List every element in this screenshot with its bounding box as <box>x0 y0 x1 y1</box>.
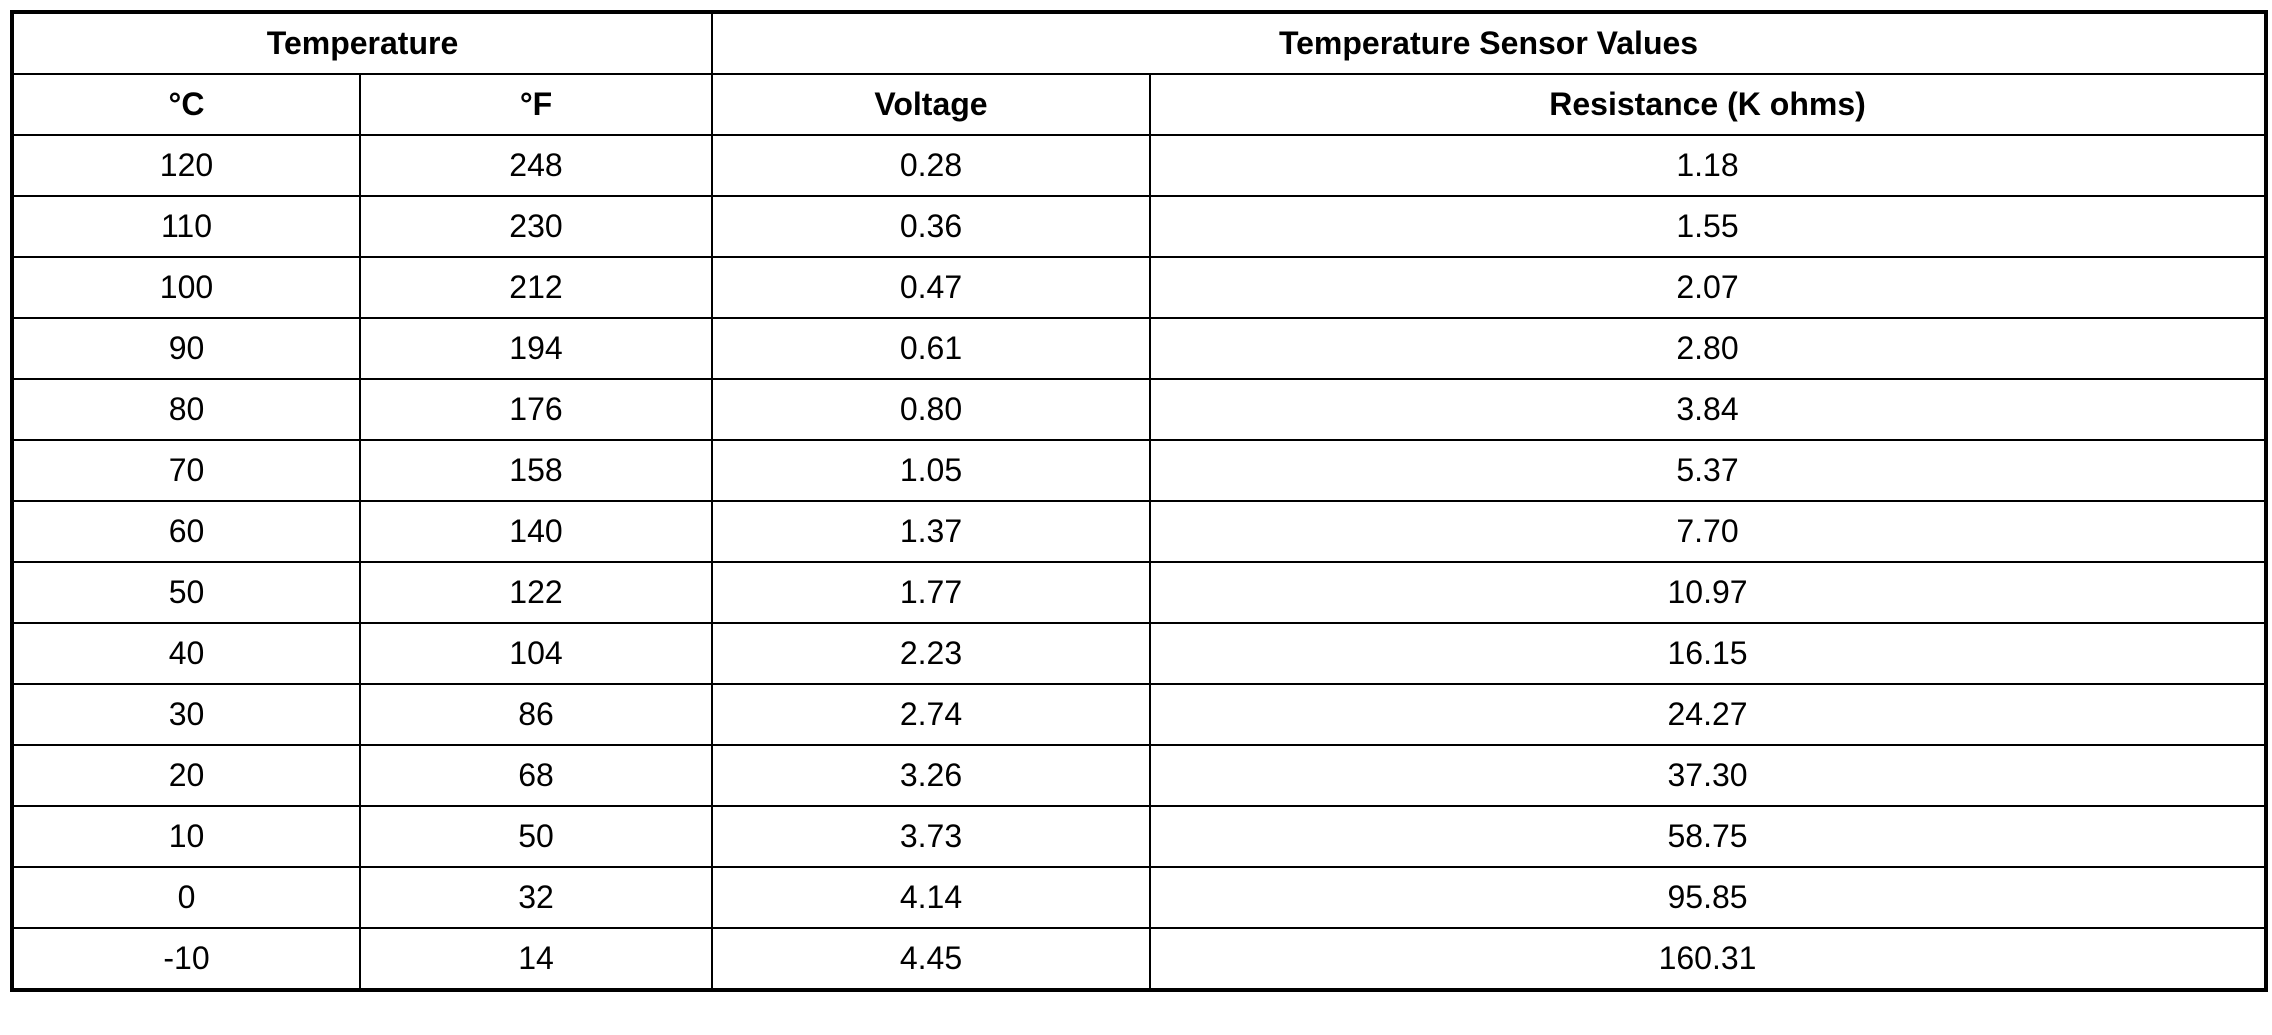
table-row: 110 230 0.36 1.55 <box>11 195 2268 258</box>
table-row: 50 122 1.77 10.97 <box>11 561 2268 624</box>
table-cell: 120 <box>11 134 361 197</box>
table-cell: 86 <box>359 683 713 746</box>
group-header: Temperature Sensor Values <box>710 11 2268 75</box>
table-cell: 160.31 <box>1148 927 2268 991</box>
table-row: 80 176 0.80 3.84 <box>11 378 2268 441</box>
table-cell: -10 <box>11 927 361 991</box>
table-row: 120 248 0.28 1.18 <box>11 134 2268 197</box>
sensor-table: Temperature Temperature Sensor Values °C… <box>10 10 2269 992</box>
table-cell: 10.97 <box>1148 561 2268 624</box>
table-cell: 0 <box>11 866 361 929</box>
table-row: 10 50 3.73 58.75 <box>11 805 2268 868</box>
table-cell: 10 <box>11 805 361 868</box>
table-cell: 95.85 <box>1148 866 2268 929</box>
group-header: Temperature <box>11 11 713 75</box>
table-cell: 80 <box>11 378 361 441</box>
table-cell: 50 <box>11 561 361 624</box>
table-cell: 0.36 <box>711 195 1151 258</box>
table-cell: 1.37 <box>711 500 1151 563</box>
table-cell: 30 <box>11 683 361 746</box>
column-header: Resistance (K ohms) <box>1148 73 2268 136</box>
table-cell: 1.77 <box>711 561 1151 624</box>
table-body: 120 248 0.28 1.18 110 230 0.36 1.55 100 212 0.47 2.… <box>11 134 2268 991</box>
table-row: 90 194 0.61 2.80 <box>11 317 2268 380</box>
table-cell: 0.80 <box>711 378 1151 441</box>
table-cell: 2.07 <box>1148 256 2268 319</box>
table-cell: 37.30 <box>1148 744 2268 807</box>
table-cell: 176 <box>359 378 713 441</box>
table-cell: 104 <box>359 622 713 685</box>
table-row: 70 158 1.05 5.37 <box>11 439 2268 502</box>
table-cell: 20 <box>11 744 361 807</box>
table-cell: 230 <box>359 195 713 258</box>
table-cell: 100 <box>11 256 361 319</box>
table-cell: 3.84 <box>1148 378 2268 441</box>
header-row: °C °F Voltage Resistance (K ohms) <box>11 73 2268 136</box>
table-cell: 110 <box>11 195 361 258</box>
table-cell: 40 <box>11 622 361 685</box>
table-head: Temperature Temperature Sensor Values °C… <box>11 11 2268 136</box>
table-cell: 0.28 <box>711 134 1151 197</box>
table-cell: 3.73 <box>711 805 1151 868</box>
table-row: 0 32 4.14 95.85 <box>11 866 2268 929</box>
table-cell: 5.37 <box>1148 439 2268 502</box>
table-cell: 0.47 <box>711 256 1151 319</box>
table-cell: 1.18 <box>1148 134 2268 197</box>
table-cell: 2.80 <box>1148 317 2268 380</box>
table-cell: 7.70 <box>1148 500 2268 563</box>
table-cell: 194 <box>359 317 713 380</box>
table-cell: 140 <box>359 500 713 563</box>
table-cell: 248 <box>359 134 713 197</box>
table-cell: 16.15 <box>1148 622 2268 685</box>
table-row: 60 140 1.37 7.70 <box>11 500 2268 563</box>
column-header: Voltage <box>711 73 1151 136</box>
table-cell: 122 <box>359 561 713 624</box>
table-row: 40 104 2.23 16.15 <box>11 622 2268 685</box>
table-cell: 60 <box>11 500 361 563</box>
table-cell: 2.74 <box>711 683 1151 746</box>
table-cell: 50 <box>359 805 713 868</box>
table-row: 30 86 2.74 24.27 <box>11 683 2268 746</box>
table-cell: 70 <box>11 439 361 502</box>
table-cell: 1.55 <box>1148 195 2268 258</box>
table-cell: 3.26 <box>711 744 1151 807</box>
table-cell: 2.23 <box>711 622 1151 685</box>
table-cell: 90 <box>11 317 361 380</box>
column-header: °C <box>11 73 361 136</box>
table-cell: 212 <box>359 256 713 319</box>
column-header: °F <box>359 73 713 136</box>
table-cell: 14 <box>359 927 713 991</box>
table-cell: 68 <box>359 744 713 807</box>
table-row: -10 14 4.45 160.31 <box>11 927 2268 991</box>
table-cell: 24.27 <box>1148 683 2268 746</box>
table-cell: 58.75 <box>1148 805 2268 868</box>
table-container: Temperature Temperature Sensor Values °C… <box>10 10 2269 992</box>
table-cell: 4.45 <box>711 927 1151 991</box>
group-header-row: Temperature Temperature Sensor Values <box>11 11 2268 75</box>
table-row: 20 68 3.26 37.30 <box>11 744 2268 807</box>
table-cell: 4.14 <box>711 866 1151 929</box>
table-row: 100 212 0.47 2.07 <box>11 256 2268 319</box>
table-cell: 1.05 <box>711 439 1151 502</box>
table-cell: 32 <box>359 866 713 929</box>
table-cell: 0.61 <box>711 317 1151 380</box>
table-cell: 158 <box>359 439 713 502</box>
